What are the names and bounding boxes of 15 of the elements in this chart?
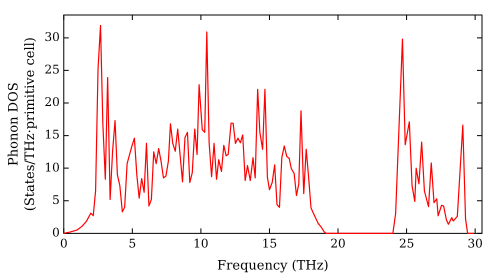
y-tick-label: 5: [52, 192, 60, 207]
y-tick-label: 15: [44, 128, 60, 142]
y-tick-label: 0: [52, 225, 60, 240]
x-tick-label: 25: [398, 236, 414, 251]
x-tick-label: 10: [193, 236, 209, 251]
y-tick-label: 25: [44, 62, 60, 77]
x-tick-label: 15: [262, 236, 278, 251]
y-tick-label: 20: [44, 95, 60, 110]
y-tick-label: 10: [44, 160, 60, 174]
x-axis-title: Frequency (THz): [217, 258, 329, 274]
x-tick-label: 30: [468, 236, 483, 251]
y-tick-label: 30: [44, 30, 60, 44]
x-tick-label: 20: [330, 236, 346, 251]
x-tick-label: 5: [128, 236, 136, 251]
y-axis-title: Phonon DOS (States/THz·primitive cell): [6, 37, 38, 212]
